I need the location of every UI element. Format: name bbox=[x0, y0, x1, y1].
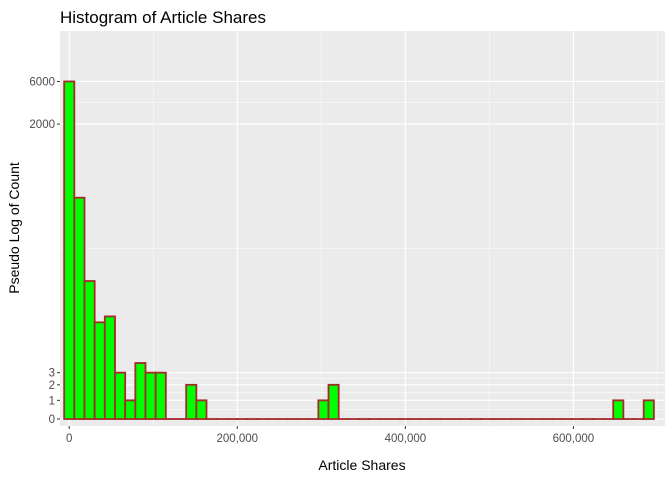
y-tick-label: 1 bbox=[49, 395, 55, 407]
histogram-bar bbox=[612, 399, 625, 420]
y-tick-label: 6000 bbox=[29, 76, 55, 88]
histogram-bar bbox=[124, 399, 137, 420]
histogram-bar bbox=[63, 80, 76, 420]
histogram-bars bbox=[63, 80, 655, 420]
x-tick-label: 400,000 bbox=[385, 433, 427, 445]
histogram-bar bbox=[185, 383, 198, 420]
chart-title: Histogram of Article Shares bbox=[60, 8, 266, 27]
y-axis-ticks: 0 1 23 2000 6000 bbox=[29, 76, 60, 426]
histogram-bar bbox=[144, 371, 157, 420]
y-tick-label: 2000 bbox=[29, 119, 55, 131]
histogram-bar bbox=[154, 371, 167, 420]
x-axis-title: Article Shares bbox=[318, 457, 405, 473]
plot-panel bbox=[60, 31, 665, 426]
histogram-bar bbox=[195, 399, 208, 420]
histogram-bar bbox=[93, 321, 106, 420]
histogram-bar bbox=[317, 399, 330, 420]
y-tick-label: 3 bbox=[49, 368, 55, 380]
histogram-bar bbox=[327, 383, 340, 420]
x-tick-label: 600,000 bbox=[553, 433, 595, 445]
histogram-bar bbox=[83, 280, 96, 420]
histogram-bar bbox=[103, 315, 116, 420]
histogram-bar bbox=[73, 196, 86, 420]
histogram-bar bbox=[134, 362, 147, 420]
x-tick-label: 200,000 bbox=[217, 433, 259, 445]
histogram-bar bbox=[642, 399, 655, 420]
y-tick-label: 2 bbox=[49, 380, 55, 392]
y-tick-label: 0 bbox=[49, 414, 55, 426]
x-axis-ticks: 0 200,000 400,000 600,000 bbox=[66, 426, 594, 445]
histogram-bar bbox=[114, 371, 127, 420]
y-axis-title: Pseudo Log of Count bbox=[6, 162, 22, 294]
x-tick-label: 0 bbox=[66, 433, 72, 445]
